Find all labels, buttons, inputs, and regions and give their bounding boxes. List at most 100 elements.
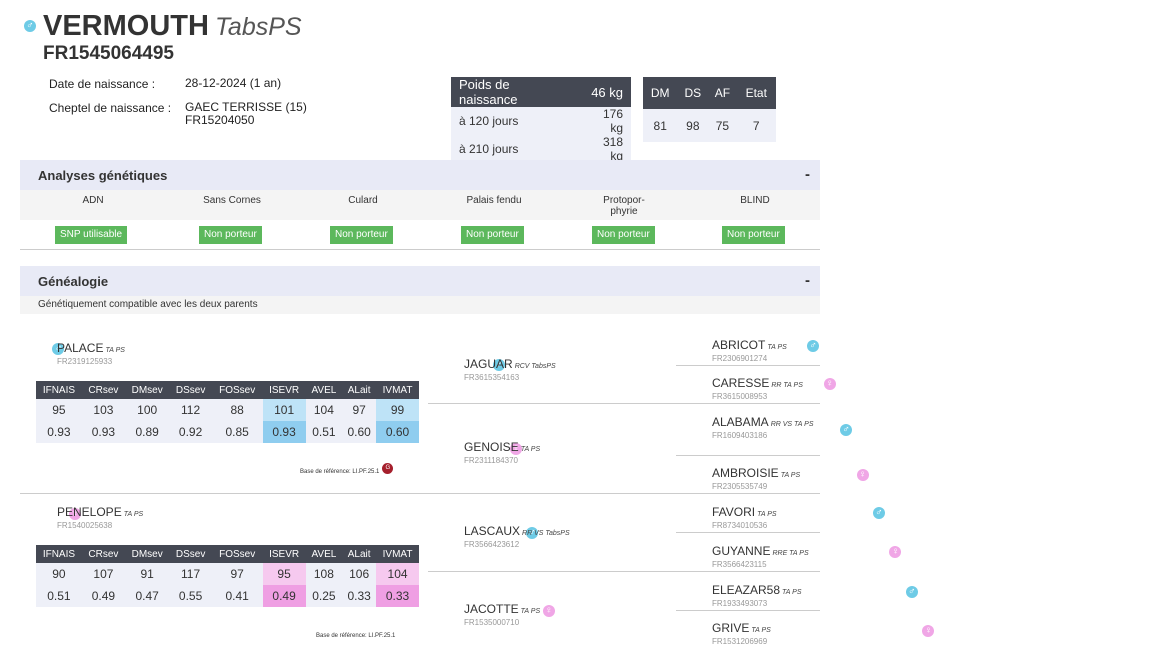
cd-cell: 0.93 [262, 421, 306, 443]
value-cell: 88 [211, 399, 263, 421]
male-icon [24, 19, 36, 32]
weights-row-label: à 120 jours [459, 114, 519, 128]
ggp-name: ALABAMA [712, 415, 769, 429]
dam-values-table: IFNAIS CRsev DMsev DSsev FOSsev ISEVR AV… [36, 545, 419, 607]
grandparent-name: JACOTTE [464, 602, 519, 616]
ggp-tag: TA PS [767, 344, 787, 351]
female-icon [68, 507, 81, 520]
grandparent-name: JAGUAR [464, 357, 513, 371]
dam-tag: TA PS [123, 511, 144, 518]
value-cell: 95 [36, 399, 82, 421]
ggp-id: FR3566423115 [712, 560, 767, 569]
genetics-label: Culard [348, 195, 378, 206]
ggp-id: FR2305535749 [712, 482, 768, 491]
ggp-id: FR2306901274 [712, 354, 768, 363]
value-cell: 91 [124, 563, 170, 585]
grandparent-id: FR1535000710 [464, 618, 520, 627]
great-grandparent[interactable]: GUYANNE RRE TA PS FR3566423115 [712, 542, 809, 569]
col-header: IVMAT [376, 381, 419, 399]
ggp-name: AMBROISIE [712, 466, 779, 480]
col-header: FOSsev [211, 381, 263, 399]
cd-cell: 0.60 [376, 421, 419, 443]
cd-cell: 0.49 [81, 585, 125, 607]
great-grandparent[interactable]: FAVORI TA PS FR8734010536 [712, 503, 777, 530]
dam[interactable]: PENELOPE TA PS FR1540025638 [57, 503, 143, 530]
ggp-name: FAVORI [712, 505, 756, 519]
genetics-labels-row: ADN Sans Cornes Culard Palais fendu Prot… [20, 190, 820, 220]
cd-cell: 0.85 [211, 421, 263, 443]
genetics-section-header[interactable]: Analyses génétiques - [20, 160, 820, 190]
grandparent[interactable]: JAGUAR RCV TabsPS FR3615354163 [464, 355, 556, 382]
col-header: ISEVR [262, 545, 306, 563]
grandparent-id: FR2311184370 [464, 456, 518, 465]
sire-values-table: IFNAIS CRsev DMsev DSsev FOSsev ISEVR AV… [36, 381, 419, 443]
value-cell: 99 [376, 399, 419, 421]
grandparent[interactable]: GENOISE TA PS FR2311184370 [464, 438, 540, 465]
grandparent[interactable]: JACOTTE TA PS FR1535000710 [464, 600, 540, 627]
female-icon [922, 624, 935, 637]
divider [676, 532, 820, 533]
birth-date-value: 28-12-2024 (1 an) [185, 76, 282, 90]
genetics-label: Palais fendu [466, 195, 522, 206]
male-icon [526, 526, 539, 539]
value-cell: 101 [262, 399, 306, 421]
great-grandparent[interactable]: ELEAZAR58 TA PS FR1933493073 [712, 581, 802, 608]
page-title: VERMOUTH TabsPS [43, 10, 302, 42]
base-badge: G [382, 463, 394, 475]
ggp-id: FR1933493073 [712, 599, 768, 608]
index-header: DM [643, 77, 678, 109]
sire[interactable]: PALACE TA PS FR2319125933 [57, 339, 125, 366]
cd-cell: 0.55 [169, 585, 212, 607]
male-icon [872, 506, 885, 519]
great-grandparent[interactable]: ABRICOT TA PS FR2306901274 [712, 336, 787, 363]
value-cell: 106 [342, 563, 377, 585]
divider [428, 571, 676, 572]
genetics-badge-protoporphyrie: Non porteur [592, 226, 655, 244]
divider [676, 610, 820, 611]
cd-cell: 0.33 [376, 585, 419, 607]
weights-row-label: à 210 jours [459, 142, 519, 156]
male-icon [905, 585, 918, 598]
ggp-name: GRIVE [712, 621, 750, 635]
col-header: FOSsev [211, 545, 263, 563]
ggp-tag: TA PS [780, 472, 801, 479]
col-header: ALait [342, 545, 377, 563]
genealogy-collapse-button[interactable]: - [805, 272, 810, 289]
col-header: DSsev [169, 381, 212, 399]
divider [20, 493, 820, 494]
index-header: Etat [736, 77, 776, 109]
divider [20, 249, 820, 250]
genetics-label: Sans Cornes [203, 195, 261, 206]
great-grandparent[interactable]: GRIVE TA PS FR1531206969 [712, 619, 771, 646]
genealogy-section-header[interactable]: Généalogie - [20, 266, 820, 296]
index-value: 81 [653, 118, 667, 133]
herd-label: Cheptel de naissance : [49, 101, 172, 115]
ggp-name: GUYANNE [712, 544, 771, 558]
genetics-title: Analyses génétiques [38, 168, 168, 183]
genetics-label: Protopor- phyrie [603, 195, 645, 217]
col-header: ISEVR [262, 381, 306, 399]
divider [676, 365, 820, 366]
ggp-id: FR3615008953 [712, 392, 768, 401]
female-icon [542, 604, 555, 617]
grandparent-tag: TA PS [520, 446, 541, 453]
genetics-collapse-button[interactable]: - [805, 166, 810, 183]
cd-cell: 0.89 [124, 421, 170, 443]
grandparent-name: GENOISE [464, 440, 519, 454]
grandparent-tag: TA PS [520, 608, 541, 615]
great-grandparent[interactable]: CARESSE RR TA PS FR3615008953 [712, 374, 803, 401]
female-icon [509, 442, 522, 455]
female-icon [823, 377, 836, 390]
cd-cell: 0.33 [342, 585, 377, 607]
genetics-badge-adn: SNP utilisable [55, 226, 128, 244]
base-reference-text: Base de référence: LI.PF.25.1 [300, 469, 380, 475]
herd-name: GAEC TERRISSE (15) [185, 100, 307, 114]
great-grandparent[interactable]: ALABAMA RR VS TA PS FR1609403186 [712, 413, 816, 440]
cd-cell: 0.93 [81, 421, 125, 443]
value-cell: 104 [376, 563, 419, 585]
male-icon [493, 358, 506, 371]
col-header: IFNAIS [36, 381, 82, 399]
great-grandparent[interactable]: AMBROISIE TA PS FR2305535749 [712, 464, 800, 491]
grandparent[interactable]: LASCAUX RR VS TabsPS FR3566423612 [464, 522, 570, 549]
ggp-id: FR1609403186 [712, 431, 768, 440]
